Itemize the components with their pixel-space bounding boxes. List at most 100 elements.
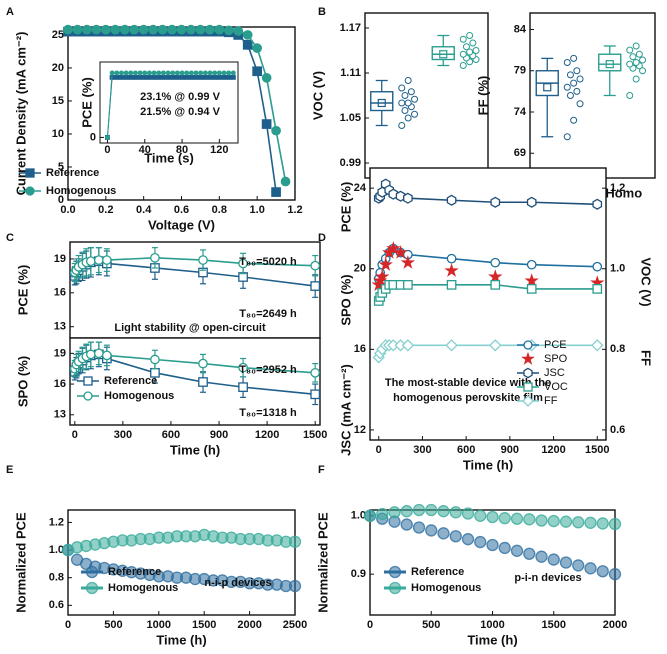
marker: [572, 559, 585, 572]
marker: [226, 70, 232, 76]
y-tick-label: 16: [354, 343, 366, 355]
y2-tick-label: 1.0: [610, 263, 625, 275]
legend-marker: [83, 391, 93, 401]
marker: [132, 74, 138, 80]
y-axis-label: FF (%): [475, 76, 490, 116]
marker: [216, 74, 222, 80]
y-tick-label: 0: [90, 131, 96, 143]
x-tick-label: 1200: [541, 444, 565, 456]
data-point: [576, 100, 584, 108]
legend-label: VOC: [544, 381, 568, 393]
annotation: n-i-p devices: [204, 577, 271, 589]
data-point: [466, 48, 474, 56]
x-tick-label: 0.6: [174, 204, 189, 216]
legend-marker: [25, 168, 35, 178]
y-tick-label: 25: [52, 29, 64, 41]
x-tick-label: 1500: [192, 619, 216, 631]
y2-tick-label: 0.8: [610, 343, 625, 355]
marker: [193, 74, 199, 80]
data-point: [626, 46, 634, 54]
y2-axis-label: FF: [639, 350, 654, 366]
data-point: [472, 47, 480, 54]
y-tick-label: 0: [58, 194, 64, 206]
x-tick-label: Homo: [605, 185, 642, 200]
y-tick-label: 1.0: [351, 510, 366, 522]
marker: [102, 350, 112, 361]
mean: [377, 98, 386, 108]
marker: [608, 568, 622, 581]
y-axis-label: SPO (%): [338, 274, 353, 325]
box: [598, 53, 622, 72]
marker: [486, 538, 499, 552]
marker: [444, 263, 459, 277]
legend-label: FF: [544, 395, 558, 407]
marker: [400, 255, 416, 269]
y-tick-label: 0.9: [351, 568, 366, 580]
y-tick-label: 13: [54, 409, 66, 421]
annotation: T₈₀=2649 h: [239, 308, 297, 320]
marker: [238, 258, 248, 269]
marker: [142, 70, 148, 76]
data-point: [570, 79, 578, 87]
x-tick-label: 300: [114, 429, 132, 441]
x-axis-label: Time (h): [467, 632, 517, 647]
marker: [375, 269, 390, 283]
marker: [223, 25, 234, 36]
marker: [608, 517, 622, 531]
marker: [85, 256, 96, 267]
data-point: [566, 92, 574, 99]
marker: [547, 553, 560, 566]
data-point: [639, 67, 647, 75]
data-point: [466, 32, 474, 39]
data-point: [459, 35, 467, 43]
marker: [547, 514, 560, 528]
marker: [230, 70, 236, 76]
data-point: [398, 84, 406, 92]
x-tick-label: 0: [65, 619, 71, 631]
marker: [132, 70, 138, 76]
legend-label: Homogenous: [411, 582, 481, 594]
y-tick-label: 0.99: [340, 157, 361, 169]
data-point: [398, 122, 406, 129]
marker: [490, 196, 501, 208]
data-point: [632, 59, 640, 66]
x-tick-label: 2000: [603, 619, 627, 631]
data-point: [566, 71, 574, 79]
x-tick-label: 80: [176, 144, 188, 156]
marker: [363, 509, 377, 522]
marker: [378, 257, 393, 271]
data-point: [401, 107, 409, 114]
y-axis-label: JSC (mA cm⁻²): [338, 364, 353, 456]
marker: [498, 512, 511, 525]
mean: [605, 60, 614, 69]
marker: [160, 70, 166, 76]
x-tick-label: 500: [422, 619, 440, 631]
marker: [123, 70, 129, 76]
marker: [114, 74, 120, 80]
annotation: T₈₀=1318 h: [239, 407, 297, 419]
data-point: [407, 88, 415, 96]
marker: [488, 269, 503, 283]
x-tick-label: 2500: [283, 619, 307, 631]
y-tick-label: 74: [514, 106, 527, 118]
x-tick-label: 40: [139, 144, 151, 156]
y2-axis-label: VOC (V): [639, 257, 654, 306]
marker: [386, 241, 401, 255]
marker: [474, 535, 487, 549]
marker: [446, 280, 457, 290]
x-tick-label: 1500: [303, 429, 327, 441]
marker: [310, 260, 321, 271]
marker: [179, 70, 185, 76]
marker: [591, 339, 604, 352]
legend-label: PCE: [544, 339, 567, 351]
marker: [271, 187, 281, 197]
marker: [425, 524, 438, 537]
x-tick-label: 1.0: [250, 204, 265, 216]
marker: [156, 74, 162, 80]
marker: [118, 70, 124, 76]
marker: [174, 70, 180, 76]
legend-label: JSC: [544, 367, 565, 379]
marker: [188, 70, 194, 76]
panel-label: D: [318, 232, 326, 244]
marker: [202, 70, 208, 76]
